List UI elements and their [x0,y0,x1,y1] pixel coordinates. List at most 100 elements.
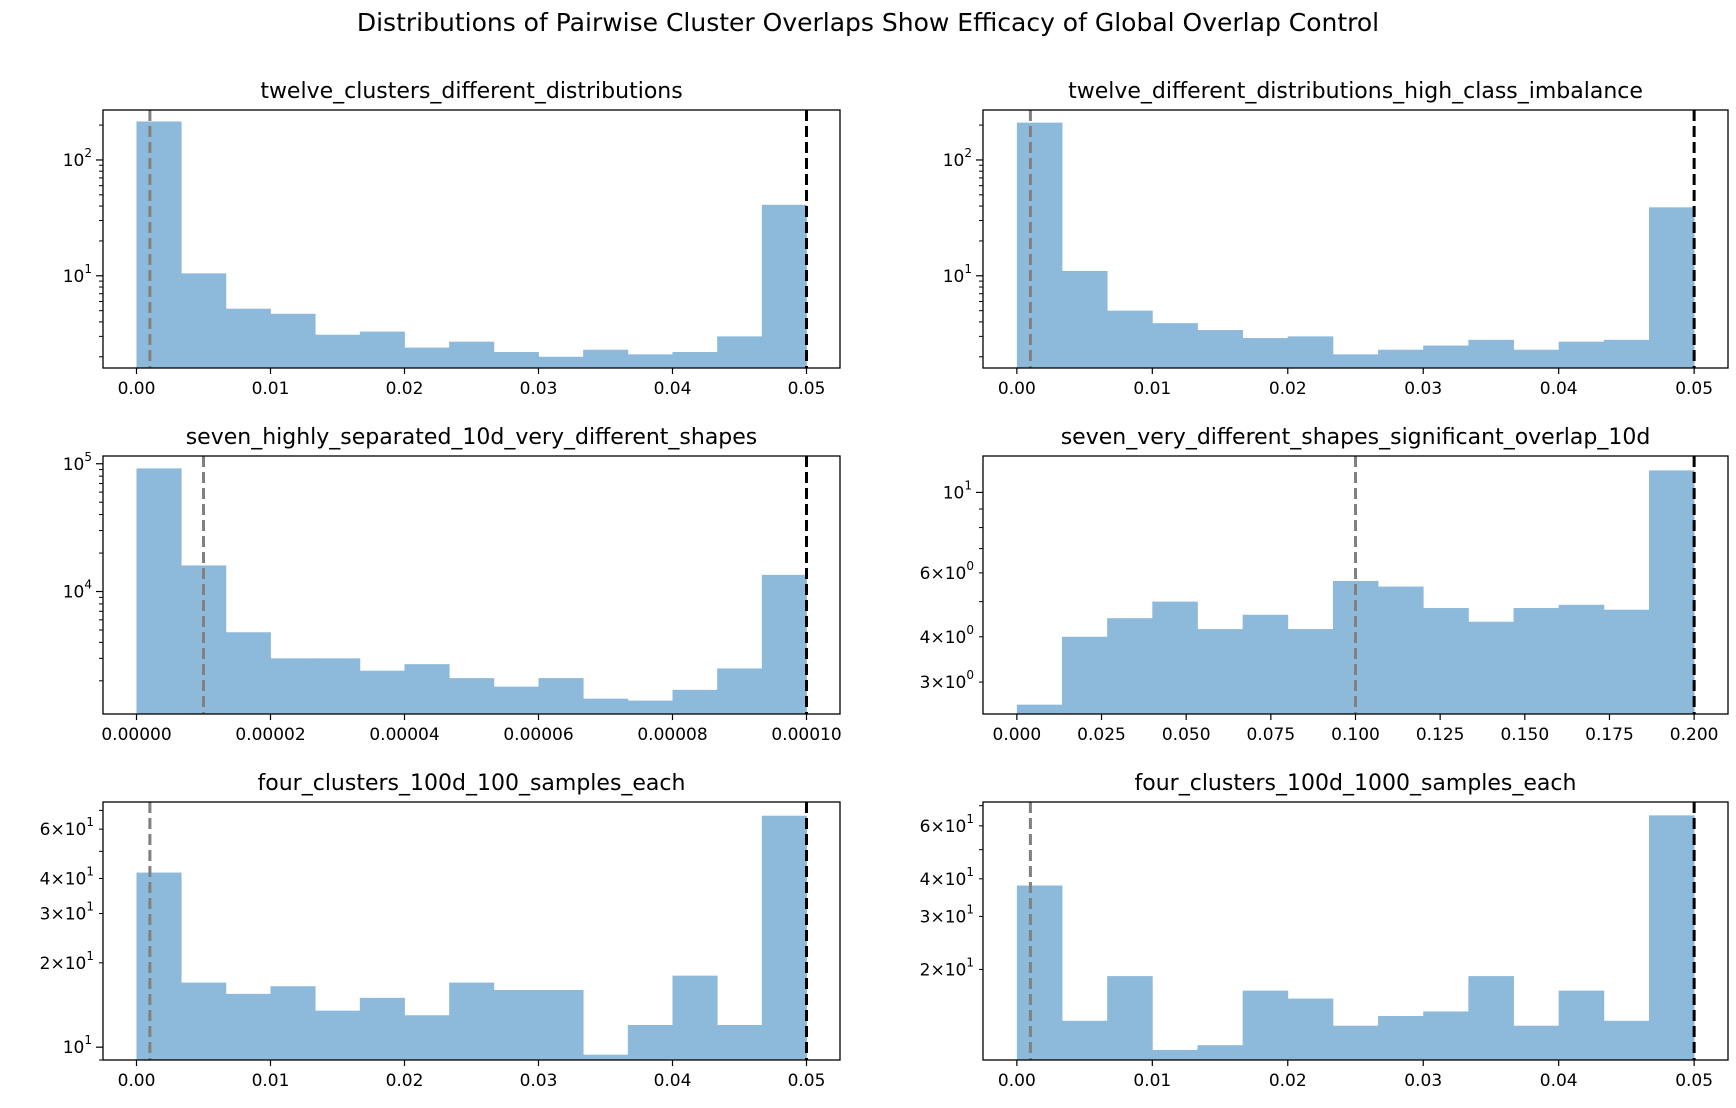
histogram-bar [538,989,584,1060]
axes-frame [982,109,1729,369]
subplot-5: four_clusters_100d_100_samples_each 0.00 0… [40,771,841,1091]
histogram-bar [404,1015,450,1060]
histogram-bar [583,698,629,714]
histogram-bar [1648,207,1695,368]
histogram-bar [359,331,405,368]
histogram-bar [270,658,316,714]
x-tick-label: 0.05 [788,379,826,399]
x-tick-label: 0.000 [993,725,1042,745]
y-tick-label: 101 [943,261,972,287]
y-tick-label: 6×100 [920,558,974,584]
histogram-bars [1016,122,1695,369]
x-tick-label: 0.04 [654,379,692,399]
histogram-bar [1423,608,1469,714]
x-tick-label: 0.05 [788,1071,826,1091]
figure-title: Distributions of Pairwise Cluster Overla… [356,8,1380,37]
histogram-bar [1513,608,1560,714]
x-tick-label: 0.050 [1162,725,1211,745]
subplot-1: twelve_clusters_different_distributions 0… [63,79,841,399]
histogram-bar [1558,990,1605,1060]
y-tick-label: 101 [63,261,92,287]
histogram-bar [1378,1016,1424,1060]
histogram-bar [493,686,539,714]
histogram-bar [1603,339,1650,368]
y-tick-label: 4×101 [40,864,94,890]
histogram-bar [1378,586,1424,714]
histogram-bar [404,664,450,714]
histogram-bars [136,468,807,714]
y-tick-label: 102 [63,145,92,171]
y-tick-label: 6×101 [920,811,974,837]
histogram-bar [1558,604,1605,714]
x-tick-label: 0.00010 [771,725,841,745]
histogram-bar [270,986,316,1060]
x-tick-label: 0.00 [118,1071,156,1091]
histogram-bar [1152,601,1198,714]
x-tick-label: 0.00 [998,1071,1036,1091]
histogram-bar [181,982,227,1060]
histogram-bar [717,668,763,714]
histogram-bar [493,351,539,368]
x-tick-label: 0.125 [1416,725,1465,745]
histogram-bar [449,678,495,714]
subplot-title: twelve_clusters_different_distributions [260,79,682,104]
histogram-bar [315,334,361,368]
y-tick-label: 4×100 [920,622,974,648]
axes-frame [102,801,841,1061]
x-tick-label: 0.03 [1404,379,1442,399]
x-tick-label: 0.03 [1404,1071,1442,1091]
y-tick-label: 2×101 [40,948,94,974]
histogram-bar [1603,609,1650,714]
y-tick-label: 3×100 [920,668,974,694]
y-tick-label: 102 [943,145,972,171]
histogram-bars [1016,815,1695,1060]
x-tick-label: 0.00004 [369,725,439,745]
histogram-bar [538,356,584,368]
histogram-bar [1648,470,1695,714]
histogram-bar [136,121,182,368]
histogram-bar [672,975,718,1060]
histogram-bar [761,574,807,714]
histogram-bar [583,349,629,368]
histogram-bar [1378,349,1424,368]
x-tick-label: 0.04 [654,1071,692,1091]
histogram-bar [1242,338,1289,368]
x-tick-label: 0.00 [998,379,1036,399]
x-tick-label: 0.200 [1670,725,1719,745]
subplot-title: four_clusters_100d_100_samples_each [258,771,686,796]
histogram-bar [1062,271,1108,368]
histogram-bar [538,678,584,714]
x-tick-label: 0.03 [520,1071,558,1091]
histogram-bar [449,341,495,368]
x-tick-label: 0.05 [1675,379,1713,399]
x-tick-label: 0.00006 [503,725,573,745]
x-tick-label: 0.00002 [235,725,305,745]
histogram-bar [225,993,271,1060]
subplot-3: seven_highly_separated_10d_very_differen… [63,425,842,745]
x-tick-label: 0.01 [1133,379,1171,399]
histogram-bar [1152,323,1198,368]
x-tick-label: 0.05 [1675,1071,1713,1091]
x-tick-label: 0.150 [1500,725,1549,745]
axes-frame [102,109,841,369]
histogram-bar [672,689,718,714]
histogram-bar [627,700,673,714]
histogram-bar [717,336,763,368]
histogram-bar [627,1024,673,1060]
histogram-bar [1197,629,1244,714]
y-tick-label: 6×101 [40,815,94,841]
histogram-bar [1197,330,1244,368]
histogram-bar [1016,122,1063,369]
x-tick-label: 0.100 [1331,725,1380,745]
y-tick-label: 3×101 [920,902,974,928]
histogram-bar [404,347,450,368]
x-tick-label: 0.02 [386,1071,424,1091]
subplot-2: twelve_different_distributions_high_clas… [943,79,1729,399]
histogram-bar [315,1010,361,1060]
y-tick-label: 3×101 [40,899,94,925]
histogram-bar [1107,618,1153,714]
histogram-bar [1287,336,1334,368]
histogram-bar [493,989,539,1060]
histogram-bar [136,872,182,1060]
